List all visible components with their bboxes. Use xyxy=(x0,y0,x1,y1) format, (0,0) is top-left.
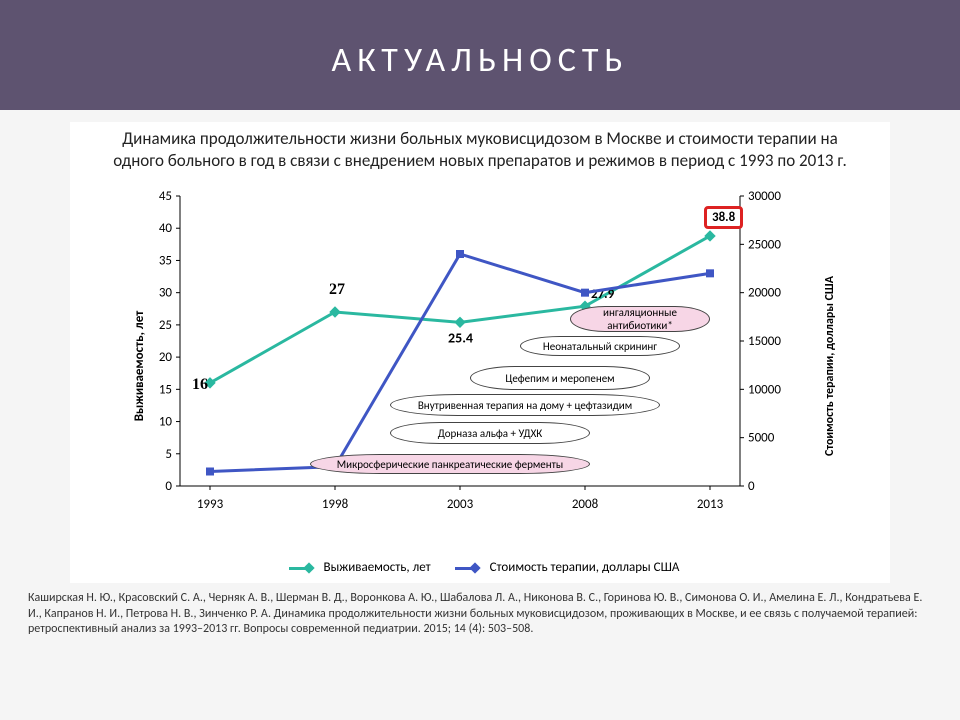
svg-text:0: 0 xyxy=(748,479,755,494)
annotation-bubble: Цефепим и меропенем xyxy=(470,366,650,390)
svg-text:2008: 2008 xyxy=(572,497,599,512)
svg-text:1993: 1993 xyxy=(197,497,224,512)
legend-item: Выживаемость, лет xyxy=(281,560,431,575)
subtitle: Динамика продолжительности жизни больных… xyxy=(90,128,870,176)
citation: Каширская Н. Ю., Красовский С. А., Черня… xyxy=(0,583,960,638)
content-card: Динамика продолжительности жизни больных… xyxy=(70,122,890,583)
svg-text:1998: 1998 xyxy=(322,497,349,512)
chart-svg: 0 5 10 15 20 25 30 35 40 45 0 5000 10000 15000 20000 25… xyxy=(90,176,870,556)
svg-text:25: 25 xyxy=(159,318,172,333)
annotation-bubble: Внутривенная терапия на дому + цефтазиди… xyxy=(390,394,660,416)
svg-text:2003: 2003 xyxy=(447,497,474,512)
y-axis-left-label: Выживаемость, лет xyxy=(132,311,147,422)
svg-text:10000: 10000 xyxy=(748,383,781,398)
title-bar: АКТУАЛЬНОСТЬ xyxy=(0,0,960,110)
svg-text:25000: 25000 xyxy=(748,238,781,253)
y-axis-right-label: Стоимость терапии, доллары США xyxy=(823,276,837,456)
svg-text:30000: 30000 xyxy=(748,189,781,204)
svg-text:20: 20 xyxy=(159,350,173,365)
svg-text:25.4: 25.4 xyxy=(448,329,473,346)
svg-text:5000: 5000 xyxy=(748,431,775,446)
annotation-bubble: ингаляционные антибиотики* xyxy=(570,306,710,332)
svg-text:30: 30 xyxy=(159,286,173,301)
svg-text:2013: 2013 xyxy=(697,497,724,512)
svg-text:27: 27 xyxy=(329,281,345,298)
svg-text:20000: 20000 xyxy=(748,286,781,301)
svg-text:35: 35 xyxy=(159,254,172,269)
svg-text:5: 5 xyxy=(165,447,172,462)
svg-text:45: 45 xyxy=(159,189,172,204)
legend: Выживаемость, лет Стоимость терапии, дол… xyxy=(90,556,870,583)
svg-text:40: 40 xyxy=(159,221,173,236)
chart: 0 5 10 15 20 25 30 35 40 45 0 5000 10000 15000 20000 25… xyxy=(90,176,870,556)
svg-text:15: 15 xyxy=(159,383,172,398)
annotation-bubble: Микросферические панкреатические фермент… xyxy=(310,454,590,474)
svg-text:16: 16 xyxy=(192,376,208,393)
page-title: АКТУАЛЬНОСТЬ xyxy=(0,40,960,81)
slide: АКТУАЛЬНОСТЬ Динамика продолжительности … xyxy=(0,0,960,720)
annotation-bubble: Неонатальный скрининг xyxy=(520,336,680,356)
svg-text:15000: 15000 xyxy=(748,334,781,349)
annotation-bubble: Дорназа альфа + УДХК xyxy=(390,422,590,444)
legend-item: Стоимость терапии, доллары США xyxy=(447,560,680,575)
svg-text:0: 0 xyxy=(165,479,172,494)
svg-text:10: 10 xyxy=(159,415,173,430)
value-callout: 38.8 xyxy=(704,206,743,229)
